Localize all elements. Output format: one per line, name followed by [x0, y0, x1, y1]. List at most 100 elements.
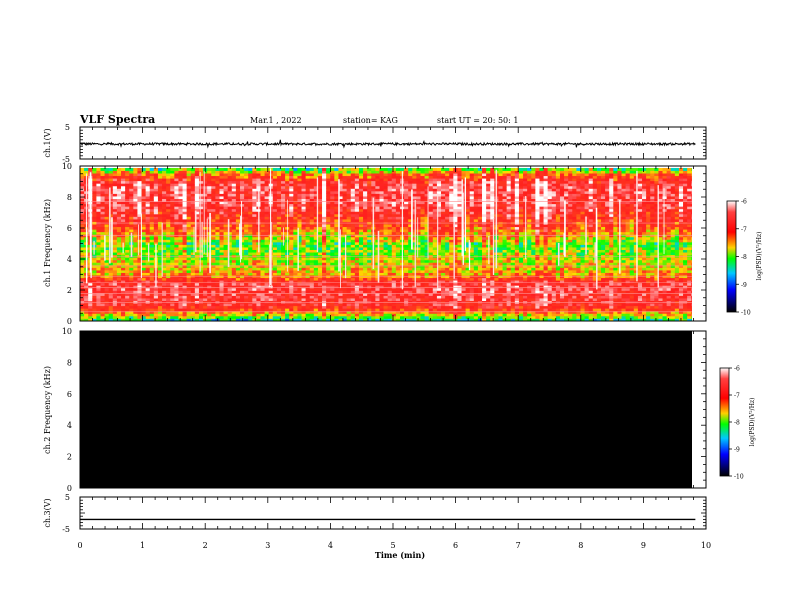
spectrogram-cell	[285, 285, 290, 289]
spectrogram-cell	[399, 290, 405, 294]
spectrogram-cell	[162, 254, 167, 258]
spectrogram-cell	[313, 175, 319, 179]
spectrogram-cell	[121, 315, 126, 319]
spectrogram-cell	[354, 206, 360, 210]
spectrogram-cell	[174, 239, 179, 243]
spectrogram-cell	[408, 219, 413, 222]
spectrogram-cell	[322, 236, 327, 240]
spectrogram-cell	[207, 201, 212, 205]
spectrogram-cell	[297, 254, 302, 258]
spectrogram-cell	[100, 308, 106, 312]
spectrogram-cell	[272, 219, 278, 222]
spectrogram-cell	[293, 201, 298, 205]
spectrogram-cell	[383, 178, 389, 182]
spectrogram-cell	[281, 264, 286, 268]
spectrogram-cell	[141, 216, 147, 220]
spectrogram-cell	[182, 185, 188, 189]
spectrogram-cell	[145, 264, 151, 268]
spectrogram-cell	[322, 295, 327, 299]
spectrogram-cell	[387, 206, 393, 210]
spectrogram-cell	[145, 178, 151, 182]
spectrogram-cell	[104, 277, 110, 281]
spectrogram-cell	[391, 295, 397, 299]
spectrogram-cell	[112, 272, 118, 276]
spectrogram-cell	[190, 173, 196, 177]
spectrogram-cell	[260, 236, 266, 240]
spectrogram-cell	[80, 193, 85, 197]
spectrogram-cell	[104, 313, 110, 317]
spectrogram-cell	[215, 170, 220, 174]
spectrogram-cell	[338, 300, 343, 304]
spectrogram-cell	[383, 185, 389, 189]
spectrogram-cell	[346, 211, 352, 215]
spectrogram-cell	[84, 282, 89, 286]
spectrogram-cell	[121, 236, 126, 240]
spectrogram-cell	[317, 267, 323, 271]
spectrogram-cell	[227, 313, 233, 317]
spectrogram-cell	[285, 272, 290, 276]
spectrogram-cell	[342, 180, 348, 184]
spectrogram-cell	[190, 315, 196, 319]
spectrogram-cell	[223, 254, 229, 258]
spectrogram-cell	[203, 231, 208, 235]
spectrogram-cell	[272, 229, 278, 233]
spectrogram-cell	[108, 254, 114, 258]
spectrogram-cell	[358, 208, 364, 212]
spectrogram-cell	[354, 262, 360, 266]
spectrogram-cell	[239, 303, 245, 307]
spectrogram-cell	[211, 267, 216, 271]
spectrogram-cell	[387, 175, 393, 179]
spectrogram-cell	[182, 175, 188, 179]
spectrogram-cell	[125, 305, 130, 309]
spectrogram-cell	[174, 259, 179, 263]
spectrogram-cell	[350, 310, 356, 314]
spectrogram-cell	[256, 282, 261, 286]
spectrogram-cell	[309, 313, 315, 317]
spectrogram-cell	[178, 247, 183, 250]
spectrogram-cell	[112, 188, 118, 192]
spectrogram-cell	[92, 208, 97, 212]
spectrogram-cell	[141, 252, 147, 256]
spectrogram-cell	[227, 201, 233, 205]
spectrogram-cell	[358, 239, 364, 243]
spectrogram-cell	[166, 213, 171, 217]
spectrogram-cell	[313, 173, 319, 177]
spectrogram-cell	[96, 295, 101, 299]
spectrogram-cell	[104, 226, 110, 230]
spectrogram-cell	[137, 175, 142, 179]
spectrogram-cell	[387, 257, 393, 261]
spectrogram-cell	[174, 264, 179, 268]
spectrogram-cell	[285, 185, 290, 189]
spectrogram-cell	[84, 170, 89, 174]
spectrogram-cell	[157, 249, 163, 253]
spectrogram-cell	[227, 213, 233, 217]
spectrogram-cell	[383, 180, 389, 184]
spectrogram-cell	[104, 310, 110, 314]
spectrogram-cell	[317, 168, 323, 171]
spectrogram-cell	[108, 298, 114, 301]
spectrogram-cell	[326, 170, 331, 174]
spectrogram-cell	[289, 178, 294, 182]
spectrogram-cell	[112, 196, 118, 199]
spectrogram-cell	[371, 313, 376, 317]
spectrogram-cell	[276, 224, 282, 228]
spectrogram-cell	[363, 277, 368, 281]
spectrogram-cell	[379, 193, 384, 197]
spectrogram-cell	[301, 252, 307, 256]
spectrogram-cell	[239, 272, 245, 276]
spectrogram-cell	[313, 190, 319, 194]
spectrogram-cell	[133, 257, 138, 261]
spectrogram-cell	[391, 272, 397, 276]
spectrogram-cell	[305, 175, 311, 179]
spectrogram-cell	[157, 203, 163, 207]
spectrogram-cell	[383, 290, 389, 294]
spectrogram-cell	[317, 254, 323, 258]
spectrogram-cell	[358, 313, 364, 317]
spectrogram-cell	[248, 257, 253, 261]
spectrogram-cell	[157, 272, 163, 276]
spectrogram-cell	[301, 206, 307, 210]
spectrogram-cell	[350, 208, 356, 212]
spectrogram-cell	[322, 262, 327, 266]
spectrogram-cell	[404, 211, 409, 215]
spectrogram-cell	[190, 168, 196, 171]
